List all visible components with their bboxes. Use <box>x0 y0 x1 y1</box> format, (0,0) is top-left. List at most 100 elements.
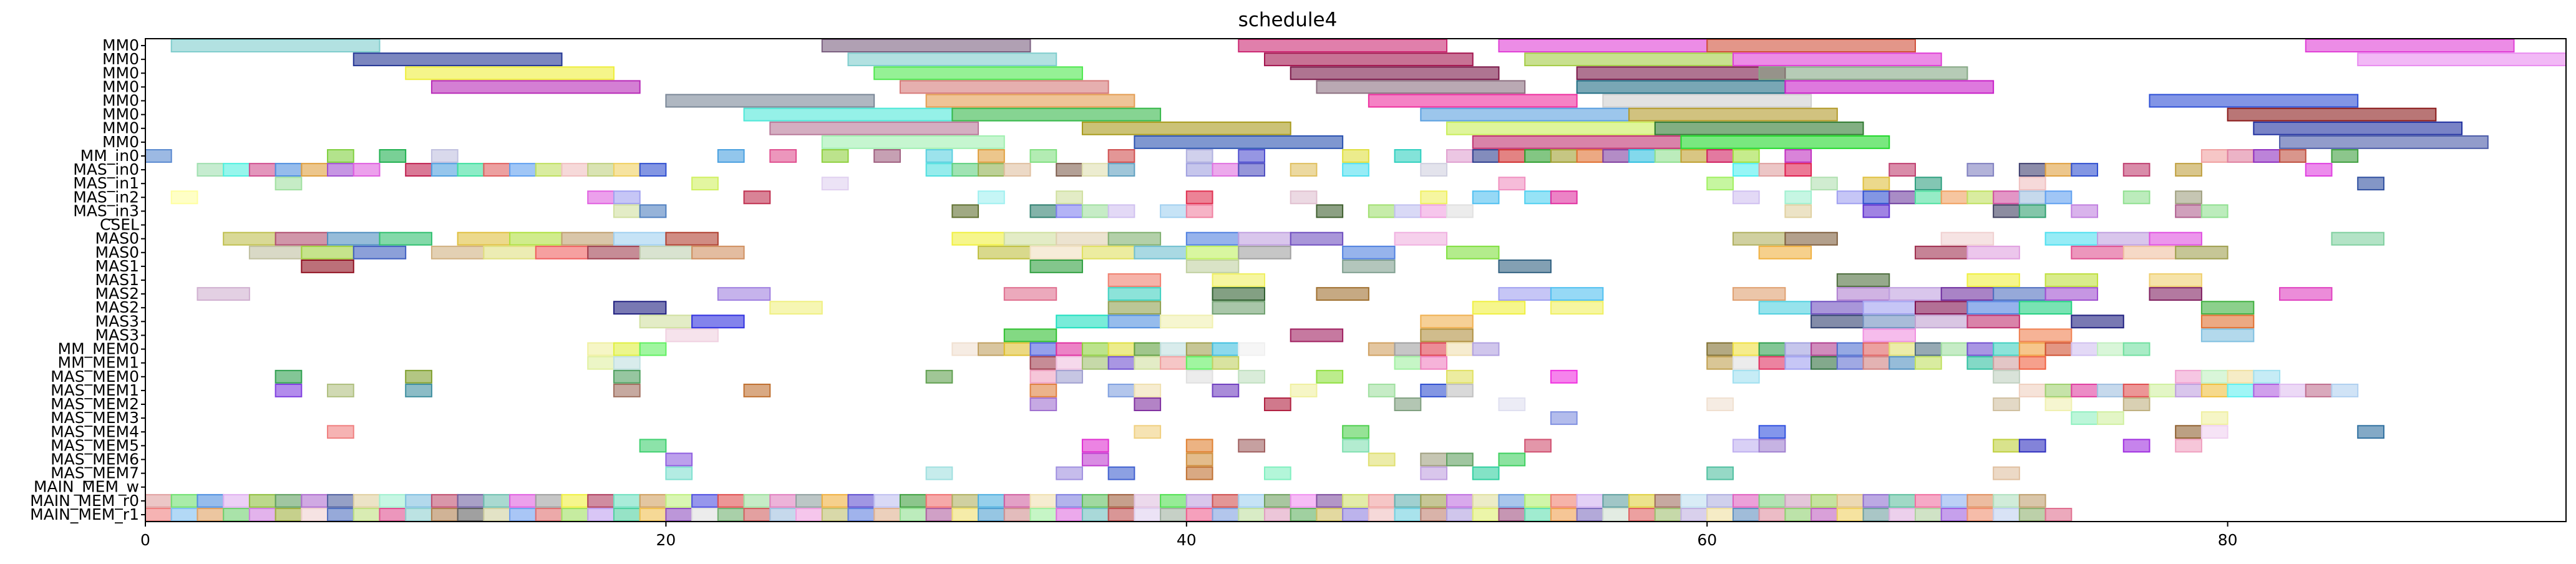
y-tick-label: MAS0 <box>95 243 139 261</box>
task-bar <box>2331 383 2359 397</box>
task-bar <box>1290 507 1318 522</box>
task-bar <box>1993 507 2020 522</box>
task-bar <box>1394 231 1448 246</box>
task-bar <box>2044 287 2099 301</box>
task-bar <box>1029 245 1083 260</box>
y-tick-label: MAS_MEM4 <box>51 422 139 440</box>
task-bar <box>1003 231 1057 246</box>
task-bar <box>951 204 979 218</box>
task-bar <box>2200 425 2228 439</box>
task-bar <box>535 163 563 177</box>
task-bar <box>1056 231 1109 246</box>
task-bar <box>1134 245 1187 260</box>
task-bar <box>1940 507 1968 522</box>
task-bar <box>1003 328 1057 343</box>
task-bar <box>1107 287 1162 301</box>
task-bar <box>2175 163 2202 177</box>
task-bar <box>1420 507 1448 522</box>
task-bar <box>1602 94 1812 108</box>
task-bar <box>1029 259 1083 273</box>
task-bar <box>1263 507 1291 522</box>
task-bar <box>1446 369 1474 384</box>
task-bar <box>1160 342 1187 356</box>
task-bar <box>1290 494 1318 508</box>
task-bar <box>1238 39 1448 53</box>
task-bar <box>1524 439 1552 453</box>
task-bar <box>1263 52 1474 67</box>
task-bar <box>1732 369 1760 384</box>
task-bar <box>1784 204 1812 218</box>
task-bar <box>1160 356 1187 370</box>
task-bar <box>1914 190 1942 205</box>
task-bar <box>639 507 667 522</box>
task-bar <box>1342 425 1369 439</box>
task-bar <box>978 342 1005 356</box>
task-bar <box>1914 245 1968 260</box>
x-tick-label: 0 <box>140 531 150 549</box>
task-bar <box>2097 342 2124 356</box>
y-tick-label: MM0 <box>102 77 139 95</box>
y-tick-label: MAS2 <box>95 284 139 303</box>
task-bar <box>665 507 693 522</box>
task-bar <box>2071 383 2099 397</box>
task-bar <box>1107 466 1135 480</box>
task-bar <box>1732 356 1760 370</box>
task-bar <box>1342 439 1369 453</box>
task-bar <box>847 507 875 522</box>
task-bar <box>821 149 849 163</box>
y-tick-label: MAS_MEM7 <box>51 464 139 482</box>
task-bar <box>1732 231 1786 246</box>
task-bar <box>1368 452 1396 467</box>
task-bar <box>561 163 589 177</box>
task-bar <box>1914 301 1968 315</box>
task-bar <box>1107 314 1162 329</box>
task-bar <box>1602 149 1630 163</box>
task-bar <box>2018 204 2046 218</box>
task-bar <box>1368 494 1396 508</box>
task-bar <box>639 314 693 329</box>
task-bar <box>821 494 849 508</box>
task-bar <box>2175 190 2202 205</box>
task-bar <box>352 245 407 260</box>
task-bar <box>2044 507 2073 522</box>
task-bar <box>1420 163 1448 177</box>
task-bar <box>873 149 901 163</box>
task-bar <box>1966 190 1995 205</box>
task-bar <box>1784 342 1812 356</box>
task-bar <box>1316 287 1369 301</box>
task-bar <box>743 383 771 397</box>
task-bar <box>1212 494 1240 508</box>
task-bar <box>769 507 797 522</box>
task-bar <box>1394 149 1422 163</box>
task-bar <box>1029 342 1057 356</box>
task-bar <box>613 204 641 218</box>
task-bar <box>430 245 485 260</box>
x-axis: 0 20 40 60 80 <box>140 522 2238 549</box>
task-bar <box>2279 135 2489 149</box>
task-bar <box>978 190 1005 205</box>
task-bar <box>1862 328 1916 343</box>
task-bar <box>1472 342 1500 356</box>
task-bar <box>1732 52 1942 67</box>
task-bar <box>951 107 1162 122</box>
task-bar <box>1498 507 1526 522</box>
task-bar <box>1862 356 1890 370</box>
task-bar <box>847 494 875 508</box>
task-bar <box>2175 439 2202 453</box>
task-bar <box>691 507 719 522</box>
task-bar <box>665 231 719 246</box>
task-bar <box>1862 507 1890 522</box>
y-tick-label: MM_in0 <box>80 147 139 165</box>
task-bar <box>405 163 432 177</box>
y-tick-label: MAS_in2 <box>73 188 139 206</box>
y-tick-label: MM0 <box>102 50 139 68</box>
task-bar <box>1914 342 1942 356</box>
task-bar <box>1810 494 1838 508</box>
task-bar <box>1732 439 1760 453</box>
y-tick-label: MAS1 <box>95 257 139 275</box>
task-bar <box>1134 494 1162 508</box>
task-bar <box>1524 494 1552 508</box>
task-bar <box>1160 204 1187 218</box>
task-bar <box>379 149 407 163</box>
task-bar <box>248 507 276 522</box>
